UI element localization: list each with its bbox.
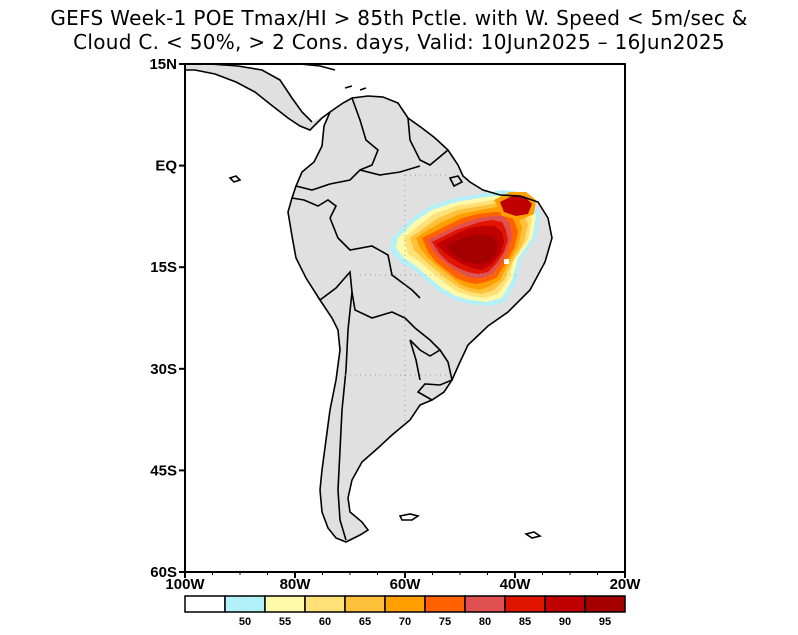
lat-label: 15N xyxy=(149,56,177,73)
colorbar-bin xyxy=(504,595,546,613)
colorbar-label: 60 xyxy=(319,616,331,628)
central-america-coastline xyxy=(185,69,331,131)
border-venezuela-colombia xyxy=(351,97,379,171)
border-peru-brazil-bolivia xyxy=(329,217,421,299)
central-america-landmass xyxy=(185,64,330,130)
graticule xyxy=(345,174,520,430)
colorbar-label: 95 xyxy=(599,616,611,628)
caribbean-islands xyxy=(299,64,367,91)
colorbar-bin xyxy=(584,595,626,613)
border-guianas xyxy=(407,117,449,166)
land-layer xyxy=(185,64,552,542)
colorbar-bin xyxy=(224,595,266,613)
south-america-coastline xyxy=(287,95,553,543)
lon-label: 100W xyxy=(165,576,205,593)
border-peru-chile xyxy=(319,270,353,301)
colorbar-bin xyxy=(344,595,386,613)
lon-label: 40W xyxy=(500,576,532,593)
borders-layer xyxy=(185,64,553,543)
south-georgia-outline xyxy=(524,531,542,539)
central-america-north-coast xyxy=(209,64,313,123)
map-title-line-2: Cloud C. < 50%, > 2 Cons. days, Valid: 1… xyxy=(73,30,725,54)
border-ecuador-peru xyxy=(291,197,338,219)
lat-label: 60S xyxy=(150,564,177,581)
lat-label: 45S xyxy=(150,462,177,479)
colorbar-label: 90 xyxy=(559,616,571,628)
probability-field xyxy=(390,190,540,306)
colorbar-label: 55 xyxy=(279,616,291,628)
falklands-outline xyxy=(398,513,420,521)
galapagos-outline xyxy=(228,175,242,183)
colorbar xyxy=(184,595,626,613)
colorbar-bin xyxy=(544,595,586,613)
colorbar-label: 75 xyxy=(439,616,451,628)
colorbar-bin xyxy=(304,595,346,613)
border-bolivia-chile-argentina xyxy=(351,291,406,319)
colorbar-label: 65 xyxy=(359,616,371,628)
colorbar-bin xyxy=(464,595,506,613)
poe-contour-95-core xyxy=(446,234,498,264)
colorbar-label: 70 xyxy=(399,616,411,628)
lat-label: 30S xyxy=(150,361,177,378)
lon-label: 60W xyxy=(390,576,422,593)
poe-data-gap xyxy=(504,259,509,264)
border-brazil-uruguay-argentina xyxy=(416,349,453,401)
colorbar-label: 50 xyxy=(239,616,251,628)
colorbar-label: 80 xyxy=(479,616,491,628)
border-chile-argentina xyxy=(337,291,353,541)
colorbar-label: 85 xyxy=(519,616,531,628)
south-america-landmass xyxy=(288,96,552,542)
colorbar-bin xyxy=(184,595,226,613)
border-colombia-brazil-peru xyxy=(295,165,421,191)
poe-contour-ne-90 xyxy=(500,196,532,216)
lon-label: 20W xyxy=(610,576,642,593)
colorbar-bin xyxy=(384,595,426,613)
lat-label: EQ xyxy=(155,158,177,175)
marajo-island xyxy=(448,175,464,188)
lat-label: 15S xyxy=(150,259,177,276)
colorbar-bin xyxy=(264,595,306,613)
border-argentina-south xyxy=(409,339,421,381)
lon-label: 80W xyxy=(280,576,312,593)
colorbar-bin xyxy=(424,595,466,613)
map-title-line-1: GEFS Week-1 POE Tmax/HI > 85th Pctle. wi… xyxy=(50,6,748,30)
